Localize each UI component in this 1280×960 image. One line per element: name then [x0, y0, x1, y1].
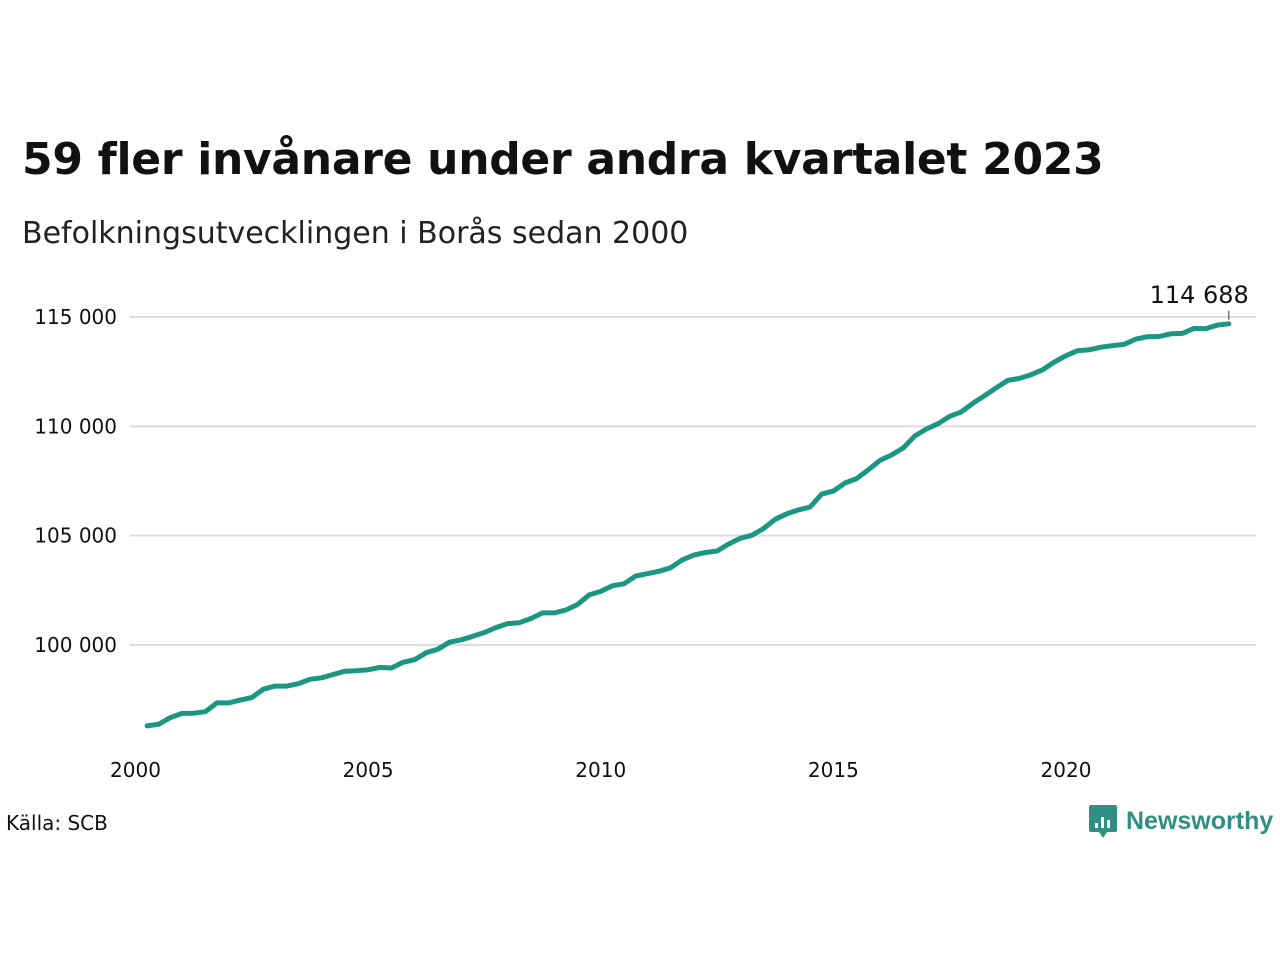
x-tick-label: 2005: [343, 758, 394, 782]
y-tick-label: 110 000: [34, 414, 117, 438]
chart-title: 59 fler invånare under andra kvartalet 2…: [22, 134, 1104, 185]
y-tick-label: 115 000: [34, 305, 117, 329]
x-tick-label: 2010: [575, 758, 626, 782]
y-tick-label: 100 000: [34, 633, 117, 657]
chart-subtitle: Befolkningsutvecklingen i Borås sedan 20…: [22, 216, 689, 251]
y-axis-ticks: 100 000 105 000 110 000 115 000: [34, 305, 117, 657]
x-tick-label: 2000: [110, 758, 161, 782]
y-tick-label: 105 000: [34, 524, 117, 548]
gridlines: [130, 316, 1256, 646]
end-label-layer: 114 688: [1150, 281, 1249, 320]
x-tick-label: 2015: [808, 758, 859, 782]
line-chart: 100 000 105 000 110 000 115 000 2000 2005 201…: [34, 281, 1256, 782]
series-line: [144, 321, 1232, 729]
series-layer: [144, 321, 1232, 729]
brand-name: Newsworthy: [1126, 806, 1274, 835]
x-tick-label: 2020: [1041, 758, 1092, 782]
brand-logo: Newsworthy: [1088, 803, 1273, 839]
end-value-label: 114 688: [1150, 281, 1249, 309]
newsworthy-logo-icon: [1089, 805, 1117, 838]
source-note: Källa: SCB: [6, 811, 108, 835]
x-axis-ticks: 2000 2005 2010 2015 2020: [110, 758, 1091, 782]
